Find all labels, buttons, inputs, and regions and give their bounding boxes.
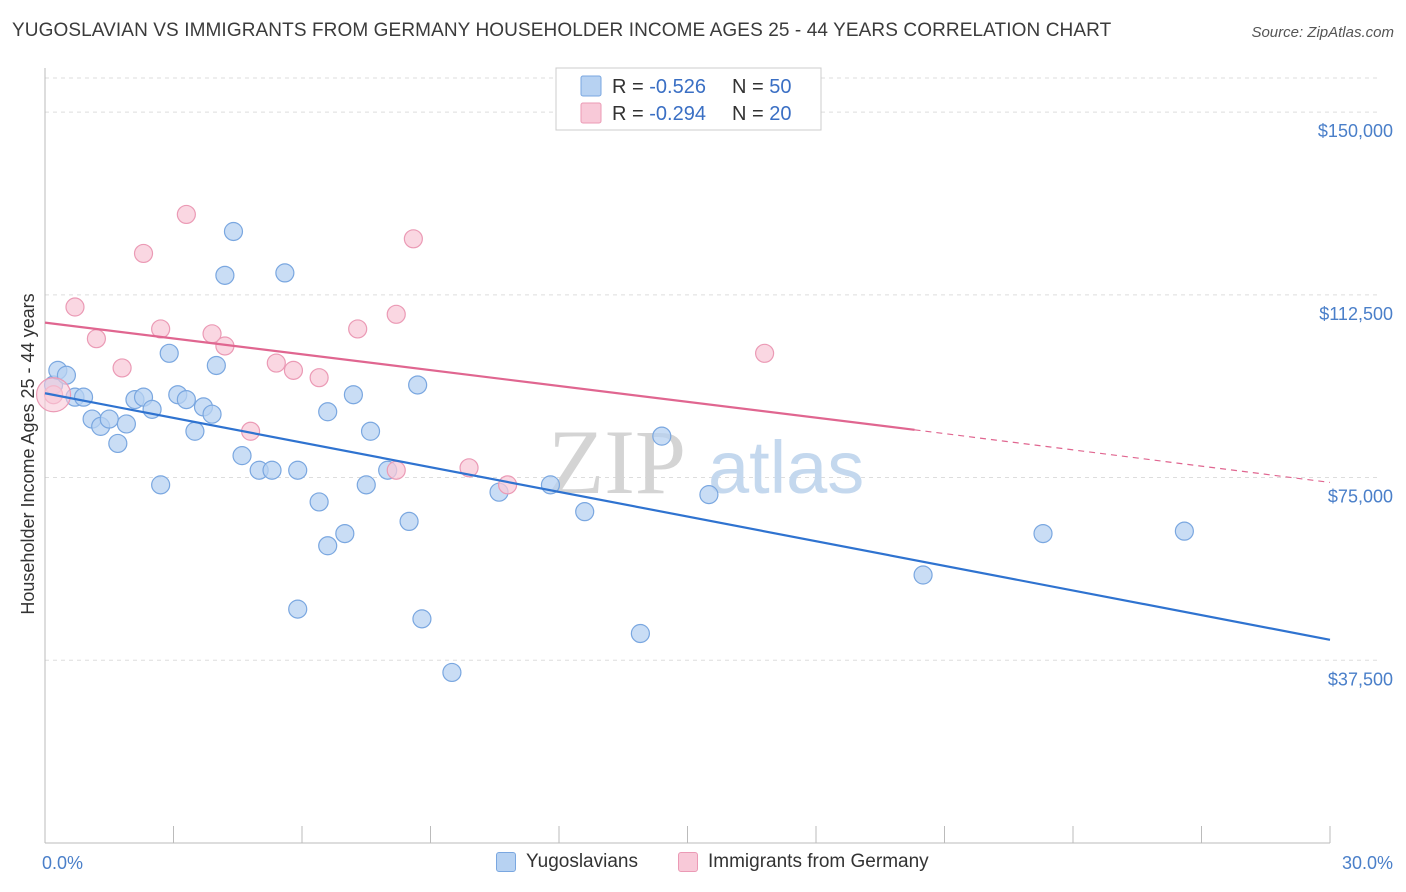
point-yugoslavians: [1174, 521, 1194, 541]
watermark-atlas: atlas: [708, 426, 864, 509]
legend-r-label-1: R =: [612, 76, 649, 98]
point-yugoslavians: [116, 414, 136, 434]
y-tick-label: $150,000: [1318, 121, 1393, 141]
x-tick-labels: 0.0% 30.0%: [42, 853, 1393, 873]
svg-text:N = 20: N = 20: [732, 103, 792, 125]
legend-n-value-2: 20: [769, 103, 791, 125]
x-tick-label-min: 0.0%: [42, 853, 83, 873]
legend-label-yugoslavians: Yugoslavians: [526, 851, 638, 872]
source-credit: Source: ZipAtlas.com: [1251, 24, 1394, 41]
point-yugoslavians: [206, 355, 226, 376]
point-germany: [459, 458, 479, 478]
point-yugoslavians: [185, 421, 205, 441]
stats-legend: R = -0.526 N = 50 R = -0.294 N = 20: [555, 67, 822, 131]
point-germany: [498, 475, 518, 495]
y-tick-label: $37,500: [1328, 669, 1393, 689]
point-germany: [65, 297, 85, 317]
y-tick-label: $112,500: [1319, 304, 1393, 324]
point-yugoslavians: [412, 609, 432, 629]
legend-n-label-2: N =: [732, 103, 769, 125]
point-yugoslavians: [151, 475, 171, 495]
series-germany-points: [35, 204, 775, 495]
legend-item-germany: Immigrants from Germany: [678, 851, 929, 873]
trend-lines: [44, 321, 1331, 641]
point-yugoslavians: [275, 263, 295, 283]
point-yugoslavians: [399, 511, 419, 532]
point-germany: [309, 368, 329, 388]
legend-n-value-1: 50: [769, 76, 791, 98]
point-yugoslavians: [630, 623, 650, 644]
y-tick-labels: $37,500 $75,000 $112,500 $150,000: [1318, 121, 1393, 689]
point-germany: [386, 460, 406, 480]
y-tick-label: $75,000: [1328, 487, 1393, 507]
point-germany: [133, 243, 154, 264]
legend-swatch-germany: [580, 102, 602, 124]
point-germany: [86, 329, 107, 349]
point-yugoslavians: [442, 662, 462, 683]
point-yugoslavians: [360, 421, 381, 441]
svg-text:N = 50: N = 50: [732, 76, 792, 98]
legend-r-label-2: R =: [612, 103, 649, 125]
point-yugoslavians: [73, 387, 94, 407]
point-germany: [348, 319, 368, 339]
watermark-zip: ZIP: [548, 411, 686, 513]
legend-n-label-1: N =: [732, 76, 769, 98]
point-yugoslavians: [309, 492, 329, 512]
legend-r-value-1: -0.526: [649, 76, 706, 98]
point-yugoslavians: [262, 460, 282, 480]
point-yugoslavians: [288, 599, 308, 619]
point-yugoslavians: [202, 404, 222, 424]
point-yugoslavians: [288, 460, 308, 480]
point-yugoslavians: [108, 433, 128, 454]
point-yugoslavians: [159, 343, 179, 363]
point-yugoslavians: [176, 389, 196, 410]
point-yugoslavians: [318, 536, 338, 556]
x-tick-label-max: 30.0%: [1342, 853, 1393, 873]
svg-text:R = -0.294: R = -0.294: [612, 103, 706, 125]
y-axis-label: Householder Income Ages 25 - 44 years: [18, 293, 38, 614]
point-yugoslavians: [335, 523, 355, 544]
point-germany: [176, 204, 196, 225]
point-yugoslavians: [232, 446, 252, 466]
legend-r-value-2: -0.294: [649, 103, 706, 125]
point-yugoslavians: [215, 265, 235, 285]
point-germany: [754, 343, 775, 363]
point-yugoslavians: [652, 426, 672, 446]
point-germany: [386, 304, 406, 324]
point-yugoslavians: [575, 502, 595, 522]
series-legend: Yugoslavians Immigrants from Germany: [0, 851, 1406, 879]
legend-swatch-blue: [496, 852, 516, 872]
point-yugoslavians: [1033, 523, 1053, 544]
point-yugoslavians: [318, 402, 338, 422]
point-germany: [403, 229, 423, 249]
legend-swatch-yugoslavians: [580, 75, 602, 97]
gridlines: [45, 77, 1380, 661]
legend-item-yugoslavians: Yugoslavians: [496, 851, 638, 873]
trend-line-germany: [44, 321, 915, 431]
point-yugoslavians: [99, 409, 119, 429]
trend-line-germany-extension: [914, 429, 1331, 484]
chart-title: YUGOSLAVIAN VS IMMIGRANTS FROM GERMANY H…: [12, 20, 1112, 41]
point-yugoslavians: [343, 385, 363, 405]
point-yugoslavians: [913, 565, 933, 585]
trend-line-yugoslavians: [44, 392, 1331, 641]
point-yugoslavians: [699, 485, 719, 505]
point-yugoslavians: [223, 221, 244, 242]
axes: [44, 68, 1331, 844]
point-yugoslavians: [408, 375, 428, 395]
svg-text:R = -0.526: R = -0.526: [612, 76, 706, 98]
point-yugoslavians: [356, 475, 376, 495]
legend-label-germany: Immigrants from Germany: [708, 851, 929, 872]
legend-swatch-pink: [678, 852, 698, 872]
point-germany: [283, 360, 304, 380]
point-germany: [266, 353, 286, 373]
point-germany: [112, 358, 132, 378]
